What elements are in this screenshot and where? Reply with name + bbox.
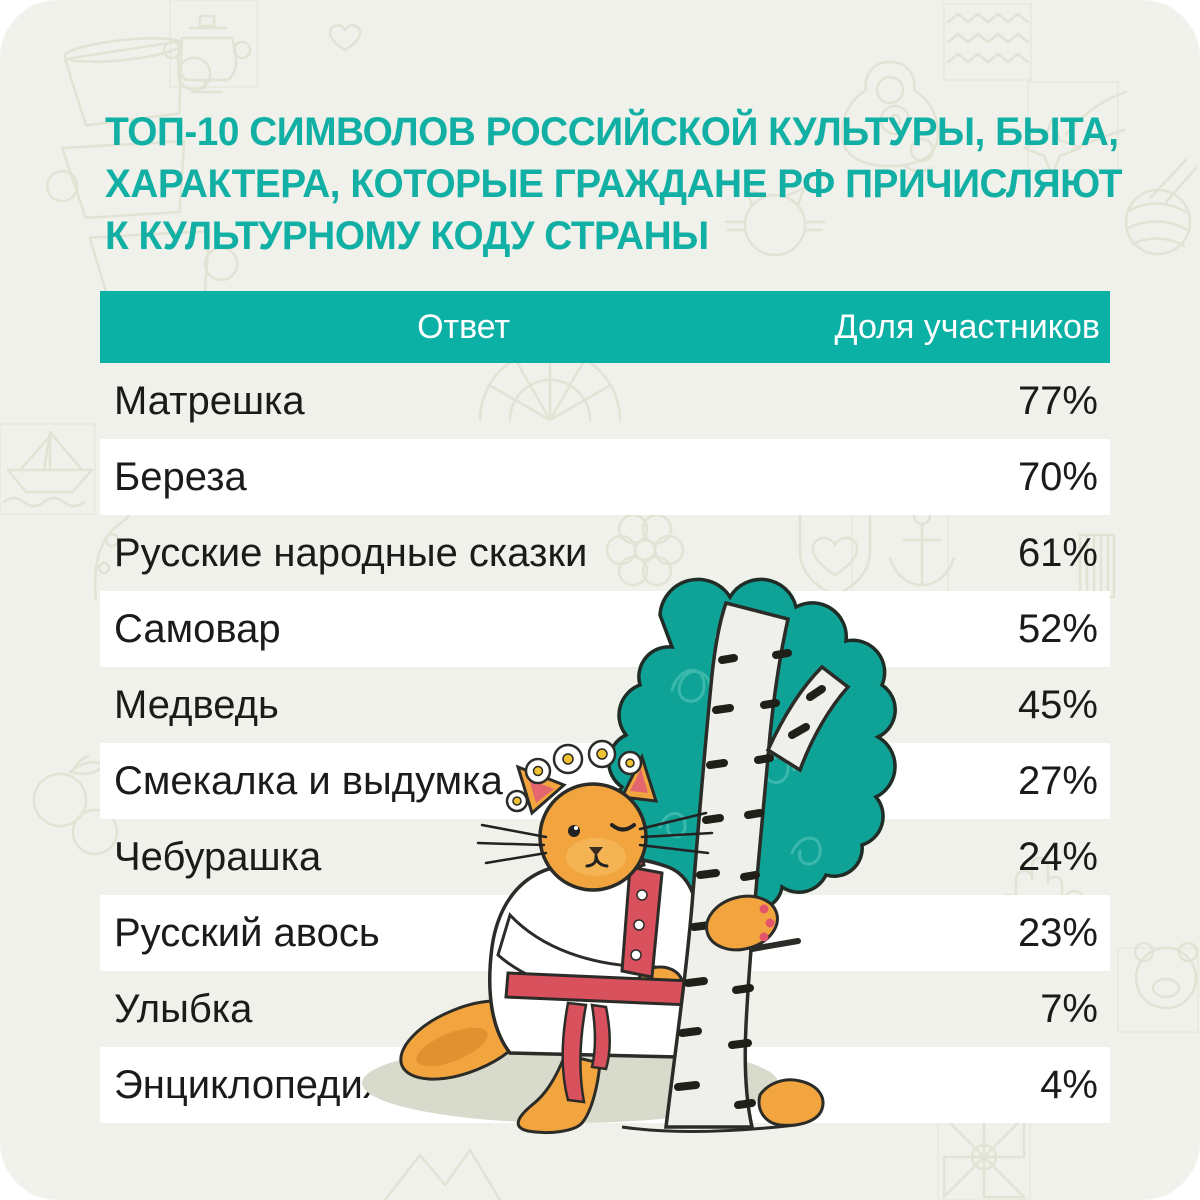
daisy-flower-crown xyxy=(505,739,643,813)
table-row: Чебурашка 24% xyxy=(100,819,1110,895)
cat-eye-wink xyxy=(610,823,636,832)
row-label: Русский авось xyxy=(114,910,380,955)
row-value: 23% xyxy=(1017,910,1098,955)
row-label: Береза xyxy=(114,454,247,499)
page-title: ТОП-10 СИМВОЛОВ РОССИЙСКОЙ КУЛЬТУРЫ, БЫТ… xyxy=(105,106,1122,262)
title-line-1: ТОП-10 СИМВОЛОВ РОССИЙСКОЙ КУЛЬТУРЫ, БЫТ… xyxy=(105,110,1119,154)
row-label: Медведь xyxy=(114,682,279,727)
row-value: 24% xyxy=(1017,834,1098,879)
cat-birch-illustration xyxy=(362,577,897,1135)
paper-boat-icon xyxy=(2,430,94,508)
tile-square xyxy=(1027,81,1119,171)
cat-eye-open xyxy=(568,825,580,837)
button xyxy=(633,919,645,931)
row-value: 27% xyxy=(1017,758,1098,803)
button xyxy=(636,889,648,901)
table-row: Самовар 52% xyxy=(100,591,1110,667)
table-row: Медведь 45% xyxy=(100,667,1110,743)
ear-inner xyxy=(529,779,554,803)
table-row: Матрешка 77% xyxy=(100,363,1110,439)
row-label: Чебурашка xyxy=(114,834,322,879)
daisy xyxy=(587,739,617,769)
row-value: 52% xyxy=(1017,606,1098,651)
row-value: 45% xyxy=(1017,682,1098,727)
table-header: Ответ Доля участников xyxy=(100,291,1110,363)
daisy xyxy=(524,757,552,785)
row-value: 61% xyxy=(1017,530,1098,575)
row-label: Смекалка и выдумка xyxy=(114,758,503,803)
row-value: 4% xyxy=(1040,1062,1098,1107)
tile-square xyxy=(943,3,1032,81)
eye-glint xyxy=(574,826,578,830)
daisy xyxy=(505,789,529,813)
table-row: Русские народные сказки 61% xyxy=(100,515,1110,591)
row-label: Русские народные сказки xyxy=(114,530,588,575)
row-label: Самовар xyxy=(114,606,281,651)
heart-icon xyxy=(328,24,362,52)
mountains-icon xyxy=(383,1148,502,1200)
title-line-3: К КУЛЬТУРНОМУ КОДУ СТРАНЫ xyxy=(105,214,709,258)
birch-branch xyxy=(765,664,851,773)
yarn-ball-icon xyxy=(1124,158,1198,256)
table-row: Улыбка 7% xyxy=(100,971,1110,1047)
cat-nose xyxy=(589,847,603,856)
bear-face-icon xyxy=(1133,941,1199,1010)
cat-mouth xyxy=(585,854,609,868)
daisy xyxy=(552,743,584,775)
table-row: Береза 70% xyxy=(100,439,1110,515)
tail-shading xyxy=(416,1027,488,1067)
tile-square xyxy=(0,423,96,515)
row-value: 7% xyxy=(1040,986,1098,1031)
title-line-2: ХАРАКТЕРА, КОТОРЫЕ ГРАЖДАНЕ РФ ПРИЧИСЛЯЮ… xyxy=(105,162,1122,206)
anchor-icon xyxy=(888,506,956,587)
comet-icon xyxy=(1022,90,1128,178)
flowers-icon xyxy=(879,104,935,173)
ground-line xyxy=(621,1123,797,1134)
cat-right-foot xyxy=(757,1078,825,1127)
samovar-icon xyxy=(162,14,252,94)
row-label: Улыбка xyxy=(114,986,253,1031)
sash-tie xyxy=(590,1003,611,1071)
six-petal-flower-icon xyxy=(605,513,685,587)
berries-icon xyxy=(32,754,119,856)
birch-trunk xyxy=(621,600,851,1134)
sash-tie xyxy=(561,1001,588,1104)
daisy xyxy=(617,750,643,776)
bark-marks xyxy=(674,649,826,1109)
cat-head xyxy=(476,739,714,892)
button xyxy=(630,949,642,961)
column-header-answer: Ответ xyxy=(417,307,511,346)
pinwheel-icon xyxy=(942,1115,1026,1199)
cat-paw-on-branch xyxy=(705,894,801,952)
zigzag-waves-icon xyxy=(946,12,1030,64)
row-label: Матрешка xyxy=(114,378,305,423)
column-header-share: Доля участников xyxy=(834,307,1100,346)
row-label: Энциклопедия xyxy=(114,1062,385,1107)
whiskers xyxy=(476,811,714,865)
row-value: 70% xyxy=(1017,454,1098,499)
ear-inner xyxy=(630,769,648,793)
cat-face-doodle-icon xyxy=(724,186,826,257)
row-value: 77% xyxy=(1017,378,1098,423)
matryoshka-icon xyxy=(840,60,940,168)
